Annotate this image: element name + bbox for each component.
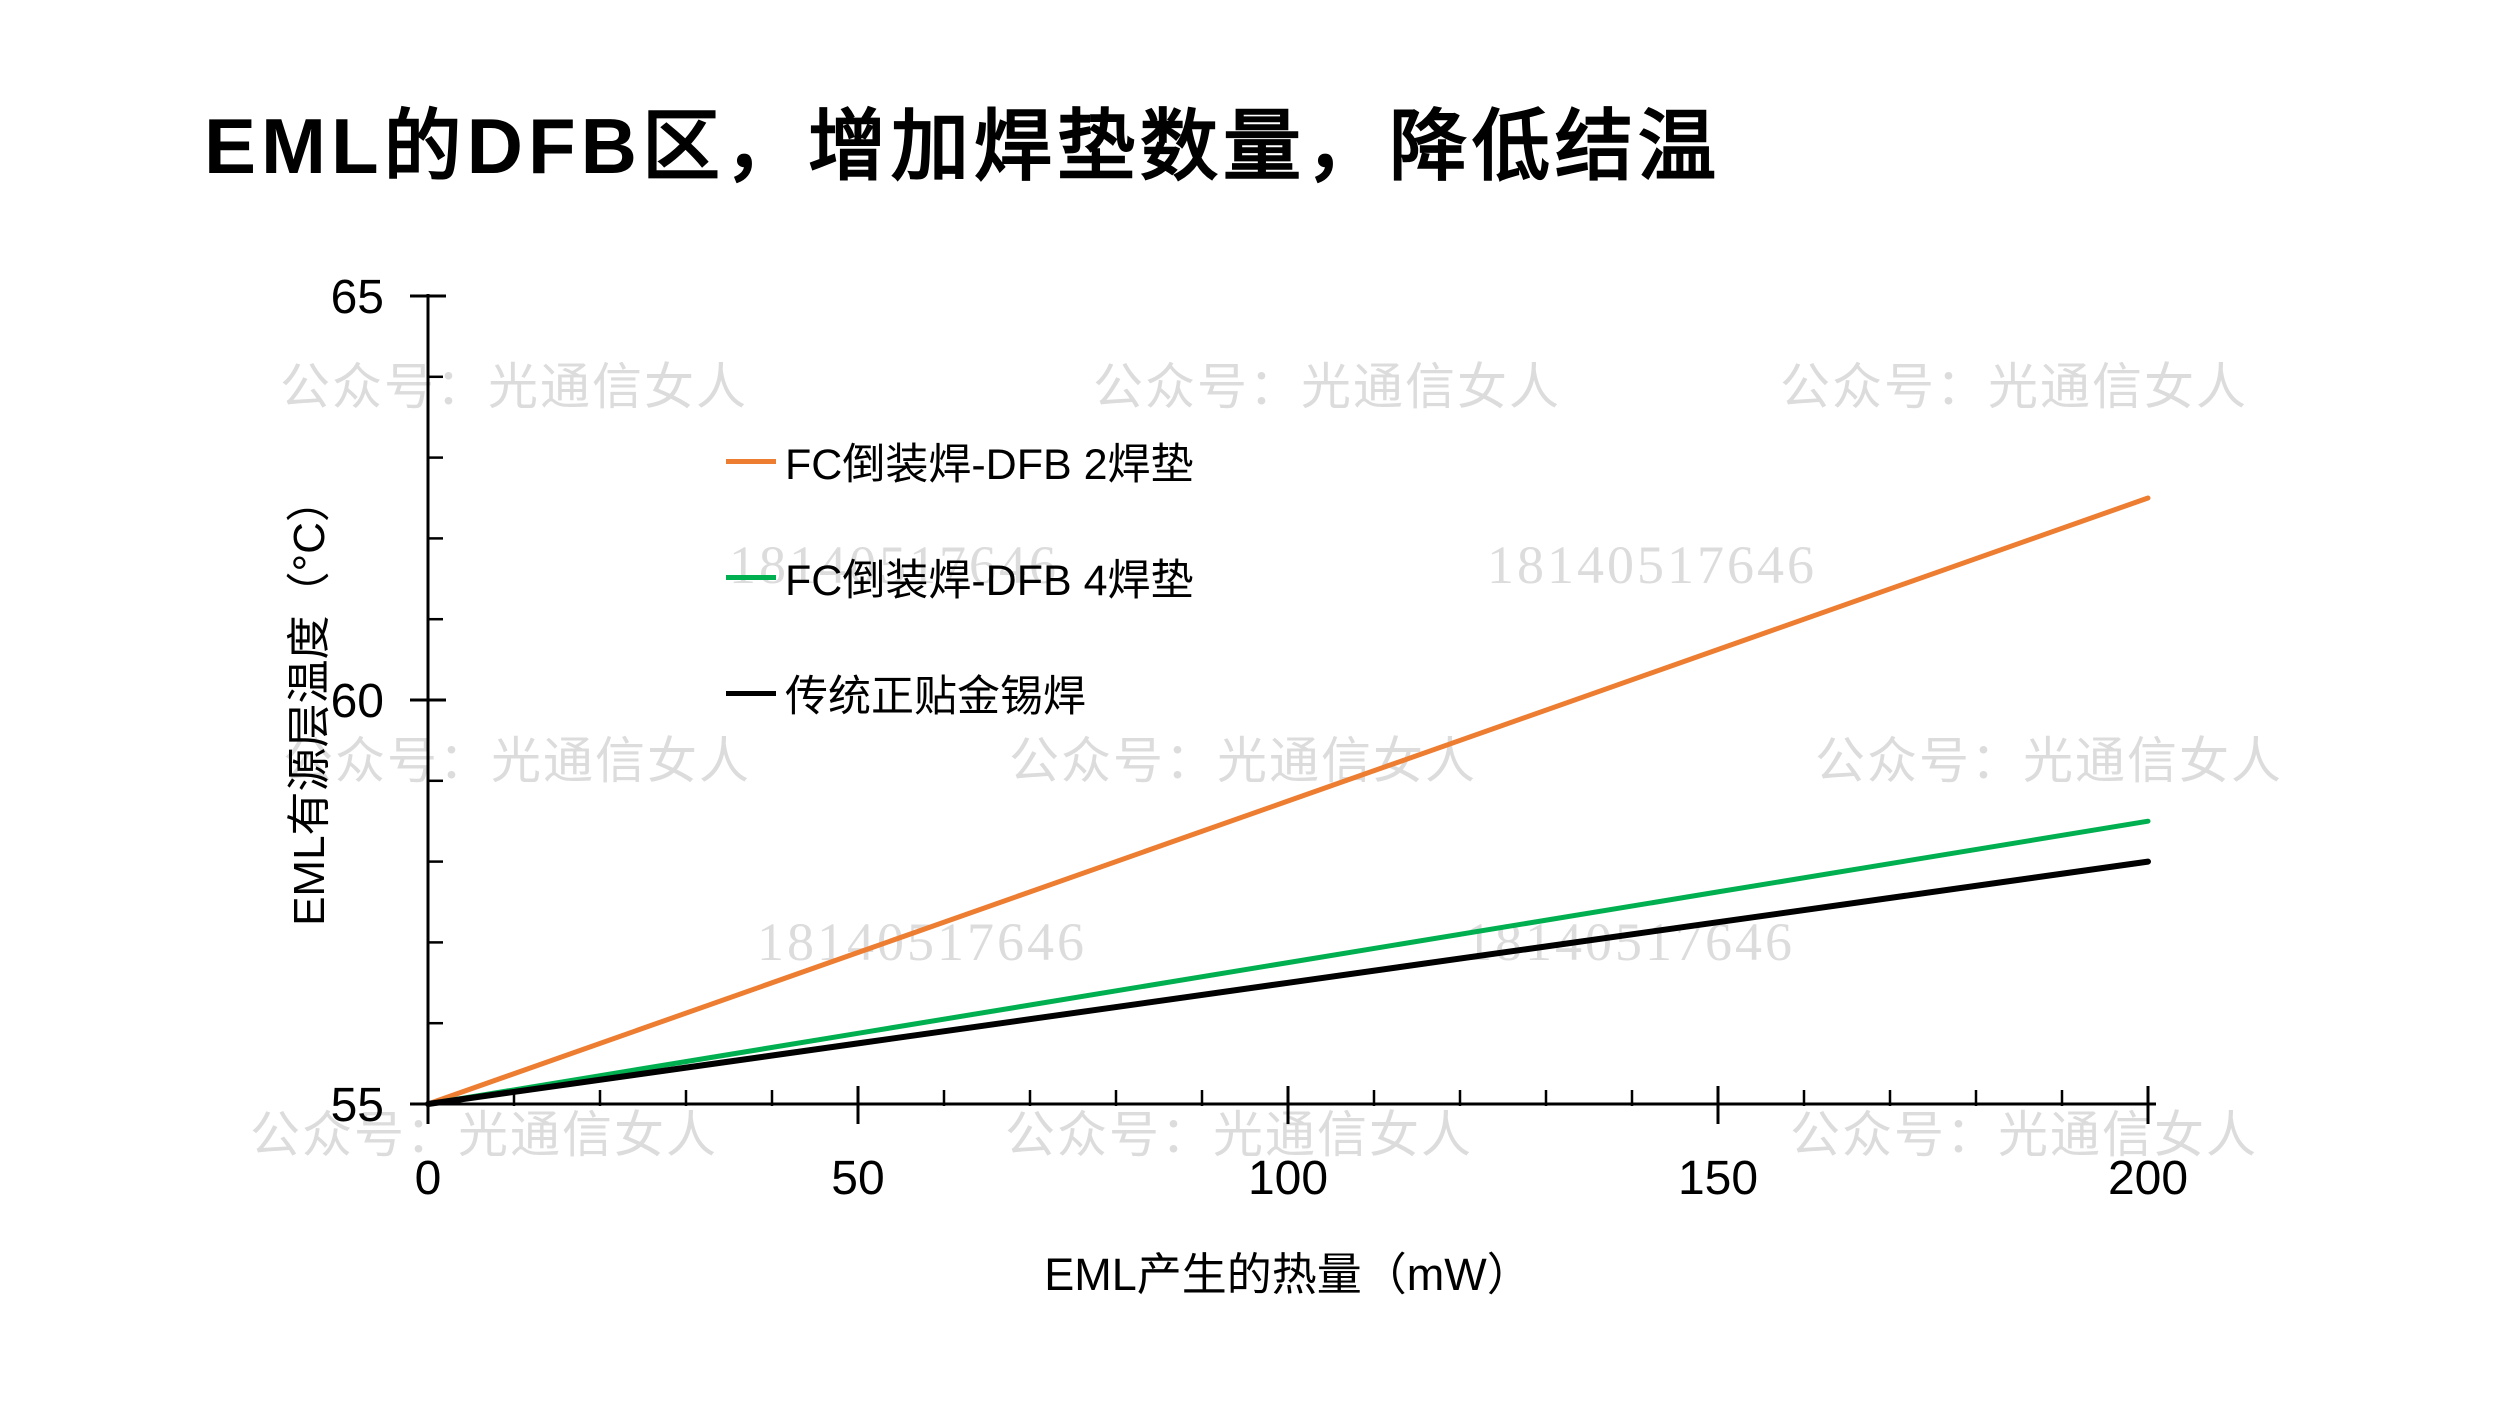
series-line-1 [425, 818, 2151, 1107]
watermark-brand: 公众号：光通信女人 [1093, 359, 1561, 415]
watermark-phone: 18140517646 [757, 912, 1087, 972]
watermark-brand: 公众号：光通信女人 [280, 359, 748, 415]
legend: FC倒装焊-DFB 2焊垫 FC倒装焊-DFB 4焊垫 传统正贴金锡焊 [726, 430, 1194, 724]
y-axis-title: EML有源层温度（°C） [285, 478, 334, 926]
legend-line-swatch-orange [726, 458, 776, 464]
watermark-brand: 公众号：光通信女人 [283, 733, 751, 789]
legend-label: FC倒装焊-DFB 2焊垫 [785, 441, 1194, 489]
watermark-brand: 公众号：光通信女人 [1005, 1107, 1473, 1163]
watermark-phone: 18140517646 [1487, 535, 1817, 595]
series-line-0 [425, 495, 2151, 1107]
watermark-phone: 18140517646 [729, 535, 1059, 595]
x-tick-label: 200 [2108, 1152, 2188, 1205]
watermark-brand: 公众号：光通信女人 [1790, 1107, 2258, 1163]
chart-title: EML的DFB区，增加焊垫数量，降低结温 [204, 102, 1721, 190]
x-axis-title: EML产生的热量（mW） [1044, 1249, 1532, 1300]
x-tick-label: 50 [831, 1152, 884, 1205]
x-tick-label: 0 [415, 1152, 442, 1205]
x-tick-label: 100 [1248, 1152, 1328, 1205]
legend-item-series-0: FC倒装焊-DFB 2焊垫 [726, 430, 1194, 492]
legend-item-series-2: 传统正贴金锡焊 [726, 662, 1194, 724]
legend-label: FC倒装焊-DFB 4焊垫 [785, 557, 1194, 605]
series-line-2 [425, 858, 2151, 1107]
watermark-brand: 公众号：光通信女人 [1780, 359, 2248, 415]
x-tick-label: 150 [1678, 1152, 1758, 1205]
y-tick-label: 65 [331, 271, 384, 324]
y-tick-label: 60 [331, 675, 384, 728]
legend-line-swatch-green [726, 574, 776, 580]
watermark-brand: 公众号：光通信女人 [250, 1107, 718, 1163]
legend-item-series-1: FC倒装焊-DFB 4焊垫 [726, 546, 1194, 608]
legend-line-swatch-black [726, 690, 776, 696]
legend-label: 传统正贴金锡焊 [785, 673, 1086, 721]
y-tick-label: 55 [331, 1079, 384, 1132]
watermark-brand: 公众号：光通信女人 [1815, 733, 2283, 789]
